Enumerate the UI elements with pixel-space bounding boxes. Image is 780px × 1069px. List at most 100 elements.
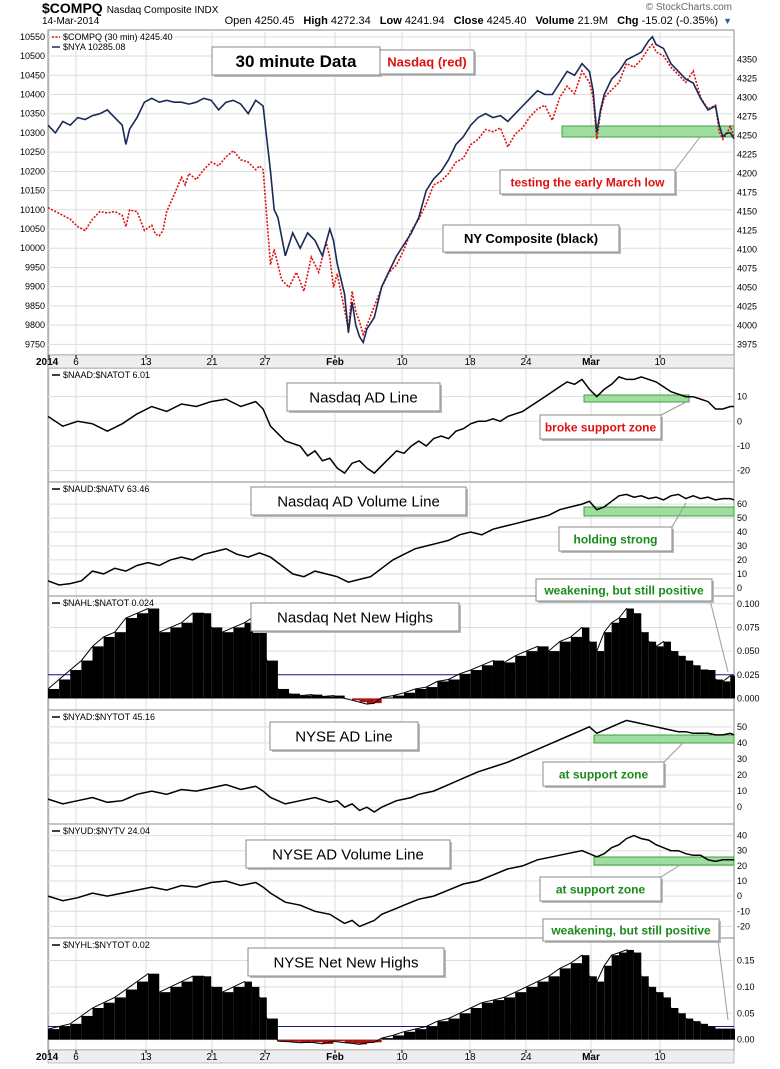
- y-tick-right: 40: [737, 738, 747, 748]
- panel-nahl: 0.100 0.075 0.050 0.025 0.000 $NAHL:$NATOT 0.…: [47, 578, 760, 711]
- histogram-bar: [392, 695, 404, 699]
- histogram-bar: [403, 692, 416, 699]
- y-tick-right: 0.025: [737, 670, 760, 680]
- y-tick-right: 4000: [737, 320, 757, 330]
- histogram-bar: [381, 697, 393, 699]
- support-zone: [593, 734, 735, 744]
- histogram-bar: [148, 973, 160, 1040]
- histogram-bar: [559, 641, 571, 699]
- histogram-bar: [548, 651, 560, 699]
- series-line: [47, 607, 734, 705]
- x-tick-label-bottom: 13: [140, 1052, 152, 1063]
- series-line: [47, 493, 735, 586]
- panel-title-box: [247, 947, 445, 977]
- histogram-bar: [685, 1018, 694, 1040]
- histogram-bar: [392, 1035, 404, 1040]
- histogram-bar: [277, 688, 290, 699]
- y-tick-right: 4075: [737, 263, 757, 273]
- panel-title: NYSE AD Line: [295, 728, 393, 745]
- legend-label: $NYAD:$NYTOT 45.16: [63, 712, 155, 722]
- histogram-bar: [203, 976, 212, 1040]
- histogram-bar: [359, 1039, 367, 1045]
- y-tick-right: -20: [737, 466, 750, 476]
- histogram-bar: [415, 1029, 427, 1040]
- panel-title-box: [250, 602, 460, 632]
- histogram-bar: [581, 627, 590, 699]
- histogram-bar: [403, 1031, 416, 1040]
- x-tick-label-top: 10: [396, 357, 408, 368]
- support-zone: [583, 506, 735, 517]
- histogram-bar: [559, 968, 571, 1040]
- histogram-bar: [426, 687, 438, 699]
- y-tick-right: 10: [737, 569, 747, 579]
- histogram-bar: [448, 679, 460, 699]
- panel-main: 10550 10500 10450 10400 10350 10300 10250 10200…: [20, 29, 757, 356]
- x-axis-band: [47, 354, 735, 369]
- panel-title: Nasdaq Net New Highs: [277, 609, 433, 626]
- support-zone: [583, 394, 690, 403]
- histogram-bar: [537, 981, 549, 1040]
- y-tick-right: 4050: [737, 282, 757, 292]
- panel-title-box: [286, 382, 441, 412]
- y-tick-right: 4275: [737, 112, 757, 122]
- histogram-bar: [359, 698, 367, 703]
- panel-title-box: [269, 721, 419, 751]
- histogram-bar: [663, 997, 671, 1040]
- histogram-bar: [344, 1039, 353, 1043]
- y-tick-left: 10450: [20, 70, 45, 80]
- y-tick-right: 4125: [737, 225, 757, 235]
- histogram-bar: [181, 981, 193, 1040]
- y-tick-right: 4300: [737, 93, 757, 103]
- histogram-bar: [136, 981, 149, 1040]
- annotation-label: at support zone: [556, 882, 646, 896]
- histogram-bar: [92, 646, 104, 699]
- y-tick-right: 0: [737, 583, 742, 593]
- histogram-bar: [381, 1038, 393, 1040]
- y-tick-right: 0.05: [737, 1008, 755, 1018]
- y-tick-left: 10350: [20, 109, 45, 119]
- annotation-label: weakening, but still positive: [550, 923, 711, 937]
- y-tick-right: 30: [737, 846, 747, 856]
- histogram-bar: [589, 976, 597, 1040]
- histogram-bar: [504, 662, 516, 699]
- x-tick-label-top: Mar: [582, 357, 600, 368]
- histogram-bar: [722, 681, 731, 699]
- y-tick-right: 4150: [737, 206, 757, 216]
- support-zone: [593, 856, 735, 866]
- y-tick-right: 4225: [737, 150, 757, 160]
- histogram-bar: [633, 952, 642, 1040]
- histogram-bar: [59, 679, 71, 699]
- annotation-box: [539, 876, 662, 902]
- y-tick-right: 0.00: [737, 1035, 755, 1045]
- panel-title: NYSE Net New Highs: [273, 954, 418, 971]
- histogram-bar: [125, 617, 137, 699]
- annotation-arrow: [709, 599, 729, 673]
- symbol-title: $COMPQ Nasdaq Composite INDX: [42, 0, 218, 16]
- histogram-bar: [437, 1021, 449, 1040]
- histogram-bar: [589, 641, 597, 699]
- histogram-bar: [311, 1039, 323, 1043]
- histogram-bar: [734, 675, 735, 699]
- histogram-bar: [222, 992, 234, 1040]
- histogram-bar: [596, 651, 605, 699]
- symbol: $COMPQ: [42, 0, 103, 16]
- histogram-bar: [663, 641, 671, 699]
- annotation-label: NY Composite (black): [464, 231, 598, 246]
- histogram-bar: [192, 613, 204, 699]
- histogram-bar: [277, 1039, 290, 1042]
- chevron-down-icon[interactable]: ▼: [723, 16, 732, 26]
- panel-title-box: [211, 46, 381, 76]
- annotation-box: [539, 414, 662, 440]
- x-tick-label-bottom: 24: [520, 1052, 532, 1063]
- histogram-bar: [611, 622, 620, 699]
- histogram-bar: [352, 698, 360, 701]
- y-tick-right: 20: [737, 770, 747, 780]
- y-tick-right: 4025: [737, 301, 757, 311]
- histogram-bar: [374, 1039, 382, 1043]
- histogram-bar: [415, 688, 427, 699]
- histogram-bar: [352, 1039, 360, 1044]
- y-tick-left: 10550: [20, 32, 45, 42]
- x-tick-label-bottom: 18: [464, 1052, 476, 1063]
- x-tick-label-bottom: 10: [396, 1052, 408, 1063]
